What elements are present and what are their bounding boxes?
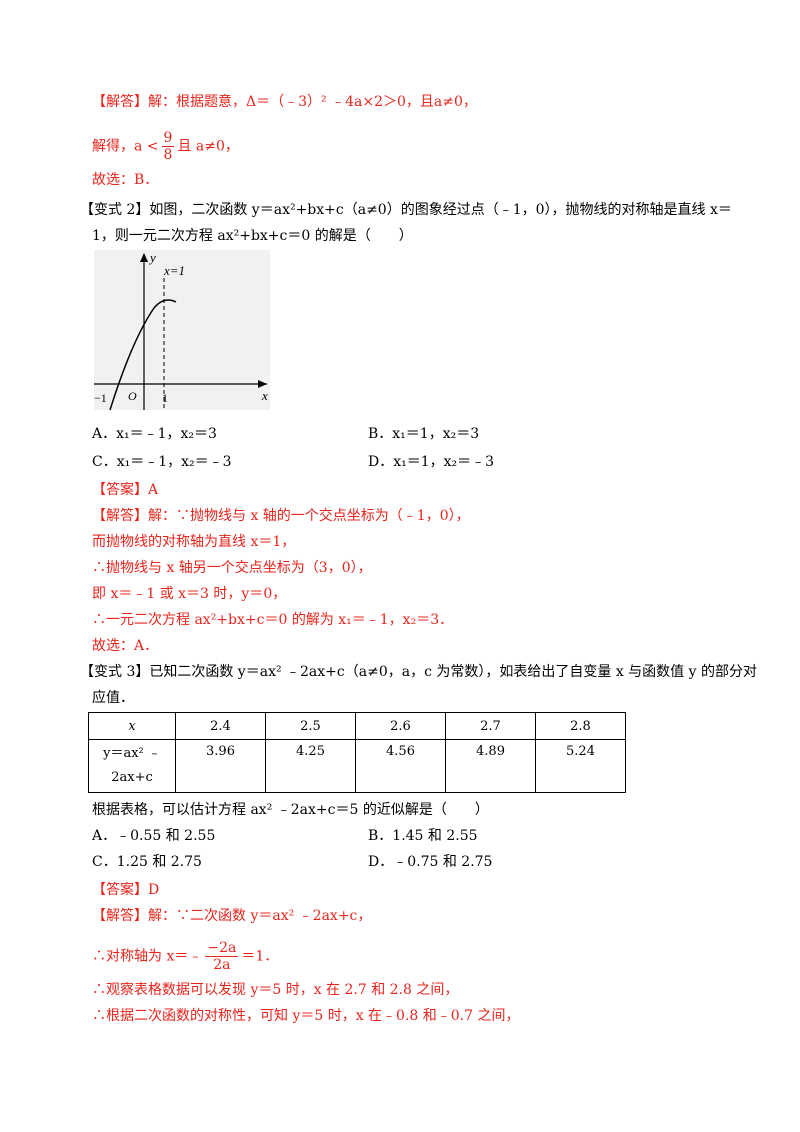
symmetry-axis-label: x=1 (163, 263, 185, 278)
origin-label: O (128, 389, 137, 403)
graph-background (94, 250, 270, 410)
option-a: A．x₁＝﹣1，x₂＝3 (92, 426, 217, 442)
parabola-graph: y x x=1 O −1 1 (94, 250, 270, 411)
option-b: B．1.45 和 2.55 (368, 828, 478, 844)
fraction: −2a 2a (205, 940, 239, 973)
solution-line: 故选：A． (92, 638, 159, 654)
x-axis-arrow (258, 380, 267, 388)
option-c: C．1.25 和 2.75 (92, 854, 202, 870)
question-text: 1，则一元二次方程 ax²+bx+c＝0 的解是（ ） (92, 228, 413, 244)
table-cell: 5.24 (535, 739, 626, 793)
table-header-cell: x (88, 712, 176, 740)
table-row: y＝ax² ﹣ 2ax+c 3.96 4.25 4.56 4.89 5.24 (88, 739, 626, 793)
option-a: A．﹣0.55 和 2.55 (92, 828, 216, 844)
table-cell: 2.4 (175, 712, 266, 740)
table-cell: 2.6 (355, 712, 446, 740)
answer-line: 【答案】A (92, 482, 159, 498)
solution-line: 而抛物线的对称轴为直线 x＝1， (92, 534, 296, 550)
question-text: 根据表格，可以估计方程 ax² ﹣2ax+c＝5 的近似解是（ ） (92, 802, 489, 818)
answer-line: 【答案】D (92, 882, 160, 898)
solution-line: ∴对称轴为 x＝﹣ −2a 2a ＝1． (92, 940, 279, 973)
table-row: x 2.4 2.5 2.6 2.7 2.8 (88, 712, 626, 740)
option-c: C．x₁＝﹣1，x₂＝﹣3 (92, 454, 232, 470)
value-table: x 2.4 2.5 2.6 2.7 2.8 y＝ax² ﹣ 2ax+c 3.96… (88, 712, 626, 793)
tick-label-neg-one: −1 (94, 391, 107, 405)
solution-line: 【解答】解：∵抛物线与 x 轴的一个交点坐标为（﹣1，0）， (92, 508, 470, 524)
solution-line: 解得，a <9 8 且 a≠0， (92, 130, 239, 163)
y-axis-label: y (148, 250, 156, 265)
option-d: D．﹣0.75 和 2.75 (368, 854, 493, 870)
solution-line: 故选：B． (92, 172, 159, 188)
table-header-cell: y＝ax² ﹣ 2ax+c (88, 739, 176, 793)
table-cell: 2.5 (265, 712, 356, 740)
table-cell: 3.96 (175, 739, 266, 793)
table-cell: 4.89 (445, 739, 536, 793)
table-cell: 2.7 (445, 712, 536, 740)
table-cell: 4.25 (265, 739, 356, 793)
solution-line: 【解答】解：∵二次函数 y＝ax² ﹣2ax+c， (92, 908, 372, 924)
solution-line: ∴观察表格数据可以发现 y＝5 时，x 在 2.7 和 2.8 之间， (92, 982, 459, 998)
solution-line: ∴一元二次方程 ax²+bx+c＝0 的解为 x₁＝﹣1，x₂＝3． (92, 612, 454, 628)
table-cell: 2.8 (535, 712, 626, 740)
parabola-curve (109, 299, 177, 411)
x-axis-label: x (261, 388, 268, 403)
solution-line: 【解答】解：根据题意，Δ＝（﹣3）² ﹣4a×2＞0，且a≠0， (92, 94, 477, 110)
option-d: D．x₁＝1，x₂＝﹣3 (368, 454, 495, 470)
question-text: 【变式 2】如图，二次函数 y＝ax²+bx+c（a≠0）的图象经过点（﹣1，0… (80, 202, 732, 218)
solution-line: ∴抛物线与 x 轴另一个交点坐标为（3，0）， (92, 560, 372, 576)
y-axis-arrow (140, 253, 148, 262)
solution-line: 即 x＝﹣1 或 x＝3 时，y＝0， (92, 586, 287, 602)
tick-label-one: 1 (162, 391, 168, 405)
solution-line: ∴根据二次函数的对称性，可知 y＝5 时，x 在﹣0.8 和﹣0.7 之间， (92, 1008, 520, 1024)
table-cell: 4.56 (355, 739, 446, 793)
question-text: 应值． (92, 690, 134, 706)
question-text: 【变式 3】已知二次函数 y＝ax² ﹣2ax+c（a≠0，a，c 为常数），如… (80, 664, 757, 680)
option-b: B．x₁＝1，x₂＝3 (368, 426, 480, 442)
